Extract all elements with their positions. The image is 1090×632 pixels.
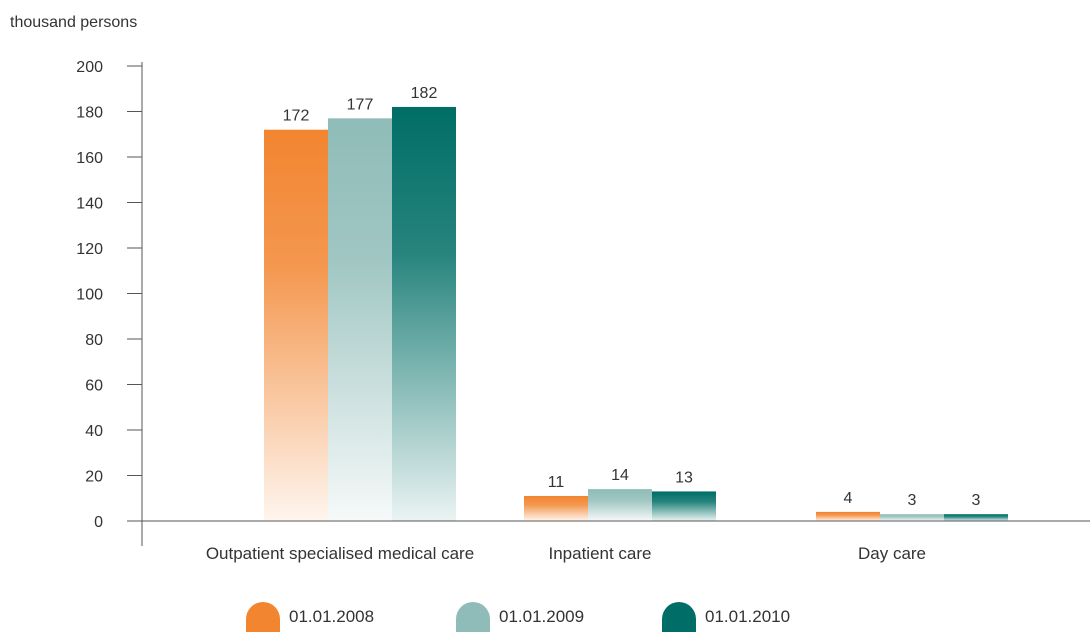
legend-label-2008: 01.01.2008 xyxy=(289,607,375,626)
bar-inpatient-2009 xyxy=(588,489,652,521)
y-tick-label: 80 xyxy=(85,332,103,349)
category-label-outpatient: Outpatient specialised medical care xyxy=(206,544,474,563)
y-tick-label: 20 xyxy=(85,469,103,486)
value-label-inpatient-2009: 14 xyxy=(611,467,629,484)
bar-outpatient-2010 xyxy=(392,106,456,521)
bar-inpatient-2010 xyxy=(652,491,716,521)
category-label-day-care: Day care xyxy=(858,544,926,563)
value-label-outpatient-2010: 182 xyxy=(411,85,438,102)
legend-label-2010: 01.01.2010 xyxy=(705,607,791,626)
y-tick-label: 0 xyxy=(94,514,103,531)
value-label-inpatient-2010: 13 xyxy=(675,469,693,486)
value-label-inpatient-2008: 11 xyxy=(548,474,565,491)
value-label-day-care-2008: 4 xyxy=(844,490,853,507)
y-tick-label: 200 xyxy=(76,59,103,76)
legend-swatch-2010 xyxy=(662,602,696,632)
bar-chart: 0 20 40 60 80 100 120 140 160 180 200 Outpatient sp… xyxy=(76,59,1090,563)
value-labels: 172 177 182 11 14 13 4 3 3 xyxy=(283,85,981,509)
bar-day-care-2008 xyxy=(816,511,880,521)
bars xyxy=(264,106,1008,521)
legend-item-2010: 01.01.2010 xyxy=(662,602,790,632)
bar-inpatient-2008 xyxy=(524,495,588,521)
y-tick-label: 140 xyxy=(76,196,103,213)
value-label-outpatient-2009: 177 xyxy=(347,96,374,113)
y-tick-label: 180 xyxy=(76,105,103,122)
y-tick-label: 60 xyxy=(85,378,103,395)
legend-swatch-2009 xyxy=(456,602,490,632)
legend-swatch-2008 xyxy=(246,602,280,632)
value-label-day-care-2009: 3 xyxy=(908,492,917,509)
legend-item-2008: 01.01.2008 xyxy=(246,602,374,632)
legend-label-2009: 01.01.2009 xyxy=(499,607,585,626)
bar-outpatient-2009 xyxy=(328,118,392,521)
y-tick-label: 40 xyxy=(85,423,103,440)
category-label-inpatient: Inpatient care xyxy=(548,544,651,563)
y-tick-label: 100 xyxy=(76,287,103,304)
value-label-day-care-2010: 3 xyxy=(972,492,981,509)
bar-day-care-2009 xyxy=(880,514,944,521)
legend-item-2009: 01.01.2009 xyxy=(456,602,584,632)
y-tick-label: 160 xyxy=(76,150,103,167)
bar-outpatient-2008 xyxy=(264,129,328,521)
value-label-outpatient-2008: 172 xyxy=(283,108,310,125)
y-tick-label: 120 xyxy=(76,241,103,258)
axes: 0 20 40 60 80 100 120 140 160 180 200 Outpatient sp… xyxy=(76,59,1090,563)
y-axis-unit-label: thousand persons xyxy=(10,14,138,31)
legend: 01.01.2008 01.01.2009 01.01.2010 xyxy=(0,602,1090,632)
bar-day-care-2010 xyxy=(944,514,1008,521)
